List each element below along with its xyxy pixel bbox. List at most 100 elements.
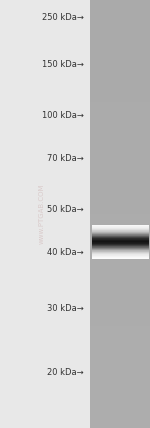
Bar [90,91,150,96]
Bar [90,230,150,235]
Bar [92,231,148,232]
Text: 100 kDa→: 100 kDa→ [42,111,84,120]
Bar [90,235,150,241]
Bar [90,155,150,160]
Bar [90,21,150,27]
Bar [90,171,150,176]
Bar [92,243,148,244]
Bar [92,233,148,234]
Bar [90,80,150,86]
Bar [90,118,150,123]
Bar [90,257,150,262]
Text: 30 kDa→: 30 kDa→ [47,303,84,313]
Bar [90,139,150,145]
Bar [92,237,148,238]
Bar [92,230,148,231]
Bar [90,0,150,428]
Bar [90,38,150,43]
Bar [92,232,148,233]
Bar [90,203,150,209]
Bar [90,27,150,32]
Bar [90,380,150,385]
Bar [90,310,150,316]
Bar [92,255,148,256]
Bar [90,102,150,107]
Text: www.PTGAB.COM: www.PTGAB.COM [39,184,45,244]
Bar [92,252,148,253]
Bar [90,128,150,134]
Bar [90,417,150,423]
Bar [90,64,150,70]
Bar [90,123,150,128]
Bar [90,43,150,48]
Bar [90,423,150,428]
Bar [90,262,150,268]
Bar [90,246,150,252]
Bar [90,359,150,364]
Bar [90,284,150,289]
Bar [92,257,148,258]
Bar [90,160,150,166]
Text: 250 kDa→: 250 kDa→ [42,12,84,22]
Bar [92,248,148,249]
Bar [90,316,150,321]
Bar [90,113,150,118]
Bar [90,134,150,139]
Bar [90,6,150,11]
Bar [92,236,148,237]
Text: 40 kDa→: 40 kDa→ [47,248,84,257]
Bar [92,256,148,257]
Bar [90,407,150,412]
Bar [90,48,150,54]
Bar [90,166,150,171]
Bar [90,305,150,310]
Bar [90,220,150,225]
Bar [90,385,150,390]
Bar [92,258,148,259]
Bar [90,412,150,417]
Bar [90,390,150,396]
Bar [92,245,148,246]
Bar [90,182,150,187]
Bar [90,16,150,21]
Bar [92,242,148,243]
Bar [90,145,150,150]
Bar [92,238,148,239]
Text: 50 kDa→: 50 kDa→ [47,205,84,214]
Bar [90,342,150,348]
Bar [90,209,150,214]
Bar [92,239,148,240]
Bar [92,250,148,251]
Bar [90,374,150,380]
Text: 20 kDa→: 20 kDa→ [47,368,84,377]
Bar [90,193,150,198]
Bar [90,268,150,273]
Bar [90,70,150,75]
Bar [92,226,148,227]
Bar [92,227,148,228]
Bar [90,332,150,337]
Bar [92,254,148,255]
Bar [90,321,150,327]
Bar [90,187,150,193]
Bar [90,348,150,353]
Bar [92,251,148,252]
Bar [90,294,150,300]
Bar [92,247,148,248]
Bar [90,107,150,112]
Bar [90,225,150,230]
Bar [92,228,148,229]
Bar [90,75,150,80]
Bar [90,198,150,203]
Bar [90,54,150,59]
Bar [92,253,148,254]
Bar [90,150,150,155]
Bar [90,59,150,64]
Bar [90,396,150,401]
Text: 70 kDa→: 70 kDa→ [47,154,84,163]
Bar [90,326,150,332]
Bar [90,96,150,102]
Bar [92,249,148,250]
Bar [90,177,150,182]
Bar [90,252,150,257]
